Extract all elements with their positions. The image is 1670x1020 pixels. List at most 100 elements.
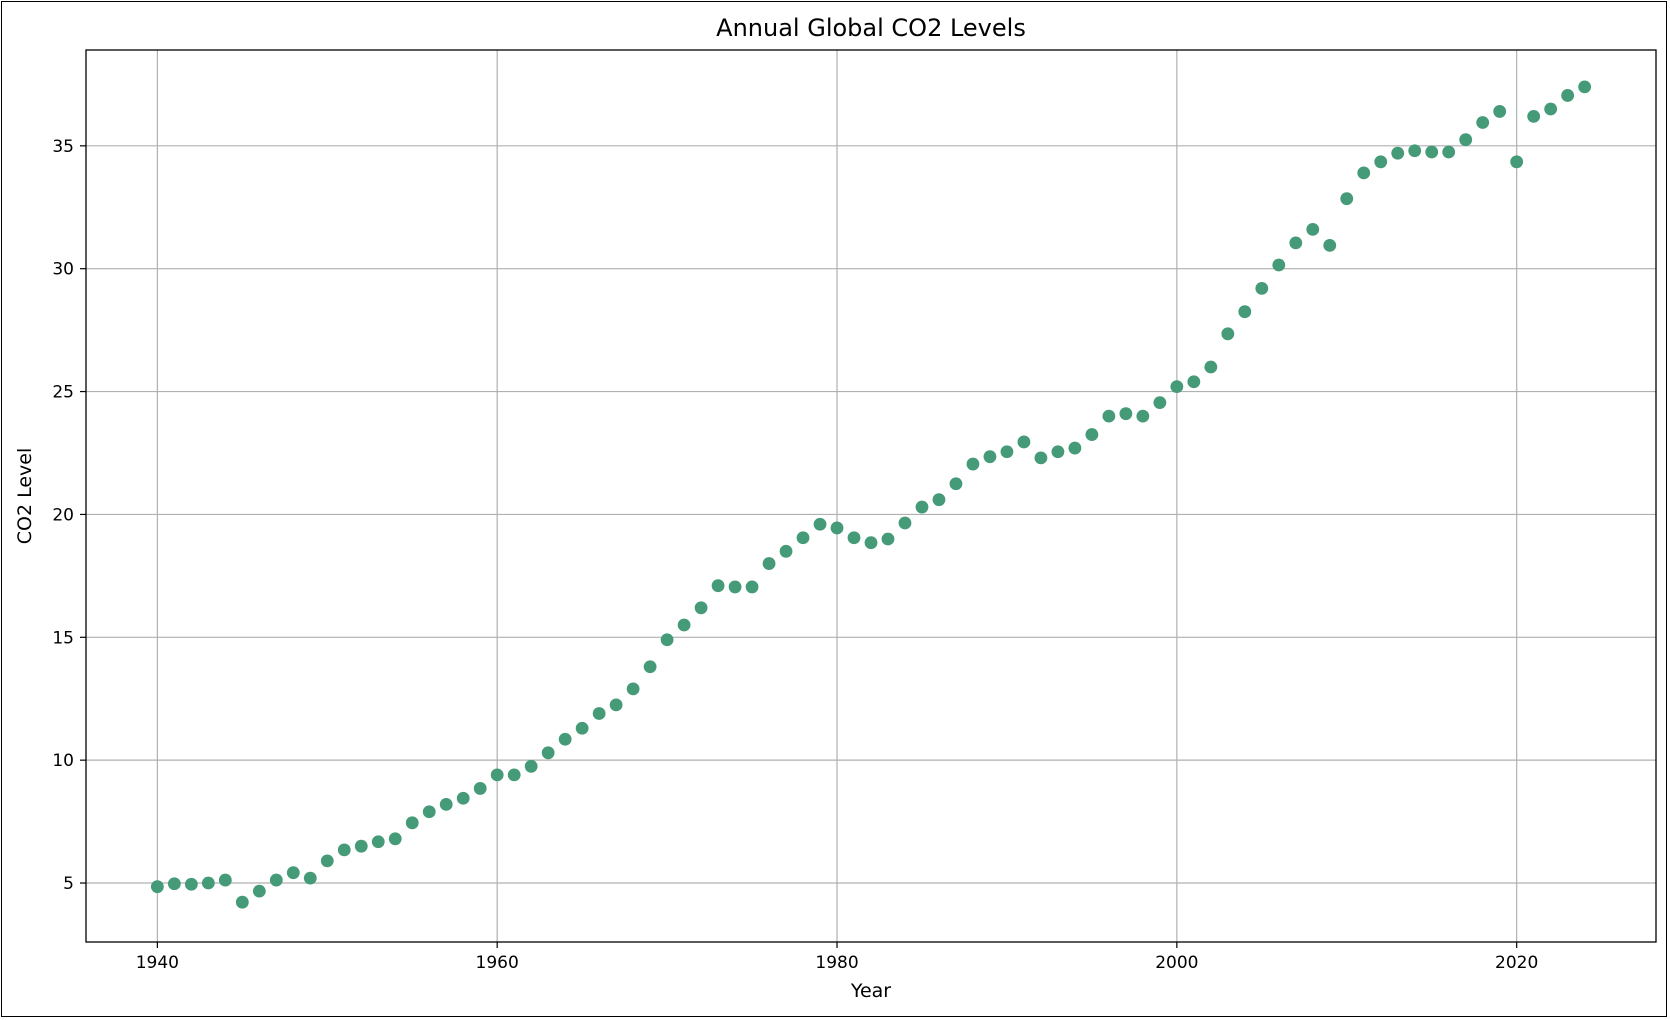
data-point [1119, 407, 1133, 421]
data-point [864, 536, 878, 550]
data-point [1544, 102, 1558, 116]
y-tick-label: 20 [52, 505, 74, 525]
chart-title: Annual Global CO2 Levels [716, 14, 1026, 42]
data-point [252, 884, 266, 898]
data-point [439, 797, 453, 811]
data-point [1340, 192, 1354, 206]
y-axis-ticks: 5 10 15 20 25 30 35 [52, 137, 86, 894]
data-point [507, 768, 521, 782]
data-point [1578, 80, 1592, 94]
data-point [898, 516, 912, 530]
data-point [167, 877, 181, 891]
data-point [711, 579, 725, 593]
data-point [1425, 145, 1439, 159]
data-point [745, 580, 759, 594]
y-axis-title: CO2 Level [14, 448, 36, 545]
data-point [677, 618, 691, 632]
y-tick-label: 5 [63, 874, 74, 894]
y-tick-label: 35 [52, 137, 74, 157]
data-point [320, 854, 334, 868]
data-point [1170, 380, 1184, 394]
data-point [218, 873, 232, 887]
data-point [1493, 105, 1507, 118]
data-point [1255, 281, 1269, 295]
data-point [1561, 89, 1575, 102]
data-point [303, 871, 317, 885]
data-point [473, 782, 487, 795]
data-point [660, 633, 674, 647]
data-point [1391, 146, 1405, 160]
data-point [1034, 451, 1048, 465]
data-point [1272, 258, 1286, 272]
data-point [1289, 236, 1303, 250]
data-point [1102, 409, 1116, 423]
plot-area-border [85, 49, 1657, 943]
data-point [1051, 445, 1065, 459]
x-tick-label: 2000 [1155, 953, 1198, 973]
data-point [847, 531, 861, 545]
data-point [286, 866, 300, 880]
data-point [592, 707, 606, 720]
x-axis-title: Year [850, 980, 891, 1002]
data-point [337, 843, 351, 857]
data-point [575, 721, 589, 735]
data-point [490, 768, 504, 782]
data-point [643, 660, 657, 674]
data-point [762, 557, 776, 570]
x-tick-label: 1960 [476, 953, 519, 973]
data-point [915, 500, 929, 514]
data-point [796, 531, 810, 545]
y-tick-label: 25 [52, 383, 74, 403]
data-point [354, 839, 368, 853]
data-point [1187, 375, 1201, 389]
data-point [1510, 155, 1524, 169]
data-point [813, 517, 827, 531]
data-point [541, 746, 555, 760]
data-point [1357, 166, 1371, 180]
data-point [1459, 133, 1473, 147]
data-point [949, 477, 963, 491]
data-point [1238, 305, 1252, 319]
data-point [1527, 109, 1541, 123]
data-point [1085, 428, 1099, 441]
data-point [150, 880, 164, 894]
data-point [201, 876, 215, 890]
x-axis-ticks: 1940 1960 1980 2000 2020 [136, 942, 1538, 973]
data-point [524, 759, 538, 773]
data-points [150, 80, 1592, 909]
data-point [1153, 396, 1167, 410]
x-tick-label: 2020 [1495, 953, 1538, 973]
data-point [184, 877, 198, 891]
data-point [422, 805, 436, 819]
data-point [1068, 441, 1082, 455]
data-point [235, 895, 249, 909]
data-point [1000, 445, 1014, 459]
y-tick-label: 10 [52, 751, 74, 771]
data-point [558, 732, 572, 746]
data-point [1204, 360, 1218, 374]
data-point [269, 873, 283, 887]
data-point [983, 450, 997, 464]
data-point [1306, 222, 1320, 236]
grid-lines [86, 50, 1656, 942]
data-point [830, 521, 844, 535]
data-point [1136, 409, 1150, 423]
data-point [626, 682, 640, 696]
x-tick-label: 1980 [815, 953, 858, 973]
data-point [1374, 155, 1388, 169]
data-point [456, 791, 470, 805]
data-point [609, 698, 623, 712]
data-point [1221, 327, 1235, 341]
data-point [1408, 144, 1422, 158]
data-point [966, 457, 980, 471]
data-point [779, 544, 793, 558]
data-point [371, 835, 385, 849]
data-point [728, 580, 742, 594]
y-tick-label: 15 [52, 628, 74, 648]
data-point [1476, 116, 1490, 129]
data-point [405, 816, 419, 830]
data-point [694, 601, 708, 615]
data-point [1442, 145, 1456, 159]
